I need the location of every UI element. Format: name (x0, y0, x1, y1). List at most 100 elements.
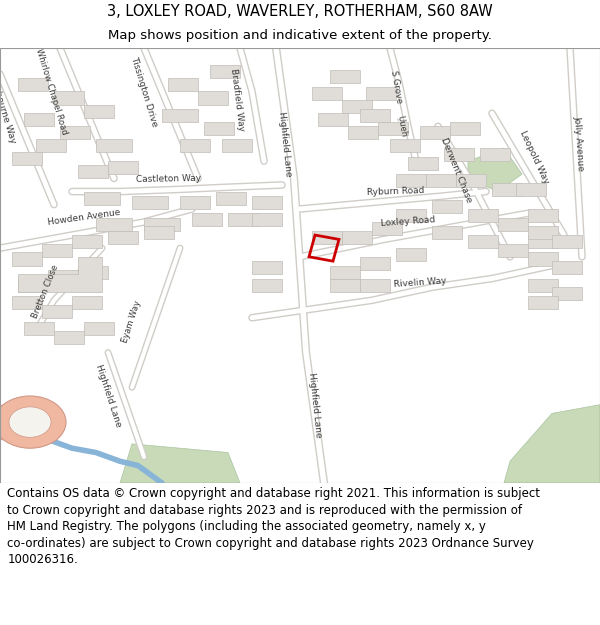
Text: Map shows position and indicative extent of the property.: Map shows position and indicative extent… (108, 29, 492, 42)
Circle shape (9, 407, 51, 437)
Text: Bradfield Way: Bradfield Way (229, 68, 245, 132)
Polygon shape (408, 157, 438, 170)
Polygon shape (432, 200, 462, 213)
Text: Contains OS data © Crown copyright and database right 2021. This information is : Contains OS data © Crown copyright and d… (7, 488, 540, 566)
Polygon shape (108, 231, 138, 244)
Polygon shape (378, 122, 408, 135)
Polygon shape (24, 113, 54, 126)
Polygon shape (78, 166, 108, 179)
Polygon shape (78, 266, 108, 279)
Polygon shape (216, 191, 246, 204)
Polygon shape (12, 152, 42, 166)
Polygon shape (24, 322, 54, 335)
Polygon shape (342, 231, 372, 244)
Text: Whirlow Chapel Road: Whirlow Chapel Road (34, 48, 68, 136)
Polygon shape (252, 279, 282, 292)
Polygon shape (342, 100, 372, 113)
Polygon shape (456, 174, 486, 188)
Polygon shape (360, 109, 390, 122)
Polygon shape (330, 279, 360, 292)
Polygon shape (48, 270, 78, 283)
Polygon shape (54, 91, 84, 104)
Polygon shape (396, 174, 426, 188)
Polygon shape (162, 109, 198, 122)
Polygon shape (180, 139, 210, 152)
Polygon shape (144, 226, 174, 239)
Polygon shape (360, 257, 390, 270)
Polygon shape (372, 222, 402, 235)
Polygon shape (528, 279, 558, 292)
Polygon shape (18, 279, 48, 292)
Polygon shape (498, 244, 528, 257)
Polygon shape (348, 126, 378, 139)
Polygon shape (552, 235, 582, 248)
Polygon shape (390, 139, 420, 152)
Text: Ṳueh: Ṳueh (395, 114, 409, 138)
Text: Loxley Road: Loxley Road (380, 216, 436, 228)
Polygon shape (84, 104, 114, 118)
Polygon shape (330, 70, 360, 82)
Polygon shape (192, 213, 222, 226)
Polygon shape (204, 122, 234, 135)
Polygon shape (312, 231, 342, 244)
Polygon shape (480, 148, 510, 161)
Polygon shape (108, 161, 138, 174)
Polygon shape (396, 209, 426, 222)
Polygon shape (180, 196, 210, 209)
Polygon shape (444, 148, 474, 161)
Text: 3, LOXLEY ROAD, WAVERLEY, ROTHERHAM, S60 8AW: 3, LOXLEY ROAD, WAVERLEY, ROTHERHAM, S60… (107, 4, 493, 19)
Polygon shape (504, 405, 600, 483)
Polygon shape (18, 79, 48, 91)
Text: Bretton Close: Bretton Close (30, 263, 60, 320)
Polygon shape (72, 235, 102, 248)
Polygon shape (366, 87, 396, 100)
Polygon shape (72, 296, 102, 309)
Polygon shape (552, 288, 582, 300)
Polygon shape (468, 235, 498, 248)
Polygon shape (60, 126, 90, 139)
Polygon shape (198, 91, 228, 104)
Polygon shape (210, 66, 240, 79)
Polygon shape (96, 139, 132, 152)
Polygon shape (96, 217, 132, 231)
Text: Highfield Lane: Highfield Lane (94, 364, 122, 429)
Text: Castleton Way: Castleton Way (136, 173, 200, 184)
Polygon shape (528, 235, 558, 248)
Polygon shape (528, 253, 558, 266)
Polygon shape (120, 444, 240, 483)
Polygon shape (42, 304, 72, 318)
Text: Jolly Avenue: Jolly Avenue (572, 116, 586, 172)
Polygon shape (420, 126, 450, 139)
Polygon shape (222, 139, 252, 152)
Text: S Grove: S Grove (389, 70, 403, 104)
Text: Ryburn Road: Ryburn Road (367, 186, 425, 197)
Circle shape (0, 396, 66, 448)
Polygon shape (492, 183, 522, 196)
Polygon shape (18, 257, 102, 292)
Polygon shape (552, 261, 582, 274)
Polygon shape (468, 148, 522, 191)
Text: Tissington Drive: Tissington Drive (129, 55, 159, 128)
Polygon shape (396, 248, 426, 261)
Polygon shape (12, 296, 42, 309)
Polygon shape (36, 139, 66, 152)
Polygon shape (426, 174, 456, 188)
Polygon shape (12, 253, 42, 266)
Polygon shape (0, 405, 60, 444)
Polygon shape (450, 122, 480, 135)
Polygon shape (528, 209, 558, 222)
Polygon shape (432, 226, 462, 239)
Polygon shape (228, 213, 258, 226)
Text: Rivelin Way: Rivelin Way (394, 277, 446, 289)
Polygon shape (498, 217, 528, 231)
Text: Highfield Lane: Highfield Lane (277, 111, 293, 177)
Polygon shape (144, 217, 180, 231)
Text: Eyam Way: Eyam Way (121, 300, 143, 344)
Polygon shape (528, 296, 558, 309)
Polygon shape (516, 183, 546, 196)
Polygon shape (252, 213, 282, 226)
Polygon shape (360, 279, 390, 292)
Polygon shape (132, 196, 168, 209)
Text: Ashbourne Way: Ashbourne Way (0, 74, 17, 144)
Polygon shape (318, 113, 348, 126)
